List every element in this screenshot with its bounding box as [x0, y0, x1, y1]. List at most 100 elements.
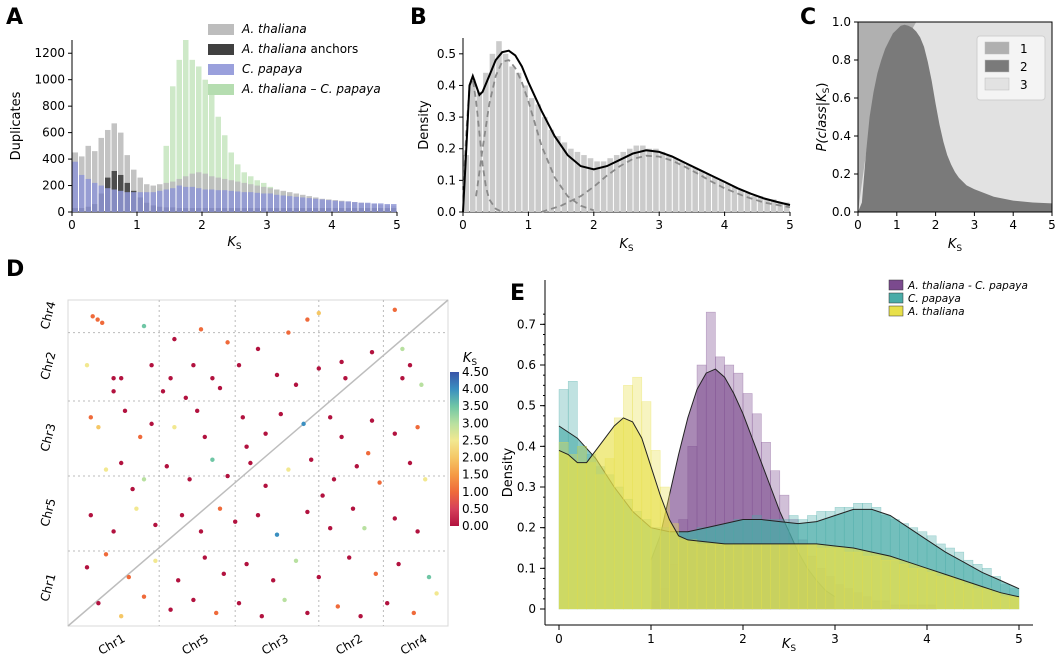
panel-a-y-tick-label: 0: [57, 205, 65, 219]
panel-e-x-tick-label: 2: [739, 632, 747, 646]
panel-c-y-tick-label: 0.6: [832, 91, 851, 105]
panel-c-legend-label: 1: [1020, 42, 1028, 56]
panel-d-point: [320, 493, 325, 498]
panel-d-point: [263, 431, 268, 436]
panel-d-point: [350, 506, 356, 511]
panel-d-point: [202, 555, 207, 560]
panel-a-y-tick-label: 1200: [34, 46, 65, 60]
panel-d-point: [217, 506, 223, 511]
panel-d-point: [366, 451, 371, 456]
panel-d-point: [179, 512, 185, 518]
panel-d-point: [103, 467, 109, 472]
panel-b-mixture-curve: [462, 49, 791, 213]
panel-a-legend-label: A. thaliana – C. papaya: [241, 82, 381, 96]
panel-b-bar: [725, 183, 731, 212]
panel-a-bar: [196, 188, 202, 212]
panel-b-bar: [555, 136, 561, 212]
panel-d-colorbar-tick: 0.50: [462, 502, 489, 516]
panel-a-bar: [300, 197, 306, 212]
panel-d-point: [141, 323, 147, 329]
panel-e-legend-label: C. papaya: [908, 293, 961, 305]
panel-c-y-label-main: P(class|K: [815, 92, 830, 152]
panel-b-bar: [757, 196, 764, 212]
panel-b-bar: [718, 180, 725, 212]
panel-d-point: [95, 317, 100, 322]
panel-a-bar: [202, 189, 208, 212]
panel-d-point: [96, 600, 101, 606]
panel-d-point: [244, 561, 249, 567]
panel-d-point: [126, 574, 131, 580]
panel-d-point: [347, 555, 352, 560]
panel-c-y-tick-label: 0.8: [832, 53, 851, 67]
panel-a-bar: [358, 202, 364, 212]
panel-a-bar: [85, 178, 91, 212]
panel-d-point: [282, 597, 287, 603]
panel-d-point: [255, 512, 261, 518]
panel-a-bar: [111, 123, 117, 212]
panel-a-bar: [72, 161, 78, 212]
panel-a-bar: [209, 92, 215, 212]
panel-d-point: [339, 359, 344, 365]
panel-b-bar: [744, 193, 751, 212]
panel-d-point: [263, 483, 268, 489]
panel-c-y-label: P(class|KS): [815, 83, 832, 152]
panel-a-bar: [196, 66, 202, 212]
panel-a-bar: [111, 189, 117, 212]
panel-d-point: [96, 424, 101, 430]
panel-c-x-label: KS: [948, 237, 963, 254]
panel-a-x-tick-label: 5: [393, 218, 401, 232]
panel-d-point: [90, 314, 95, 319]
panel-label-d: D: [6, 257, 24, 282]
panel-b-x-label-sub: S: [628, 244, 634, 254]
panel-a-bar: [371, 203, 377, 212]
panel-a-bar: [189, 59, 195, 212]
panel-e-y-tick-label: 0.3: [517, 480, 536, 494]
panel-c-legend-swatch: [984, 77, 1010, 91]
panel-c-y-tick-label: 0.4: [832, 129, 851, 143]
panel-d-point: [187, 477, 192, 482]
panel-d-colorbar-tick: 4.50: [462, 365, 489, 379]
panel-d-point: [274, 372, 280, 378]
panel-b-bar: [653, 148, 659, 212]
panel-d-point: [286, 330, 291, 335]
panel-d-y-chrom-label: Chr4: [38, 300, 59, 331]
panel-a-bar: [261, 193, 267, 212]
panel-c-legend-swatch: [984, 59, 1010, 73]
panel-a-x-tick-label: 4: [328, 218, 336, 232]
panel-a-bar: [79, 174, 85, 212]
panel-e-y-label: Density: [501, 447, 516, 497]
panel-e-y-tick-label: 0.7: [517, 317, 536, 331]
panel-d-point: [141, 594, 147, 599]
panel-d-point: [214, 610, 219, 616]
panel-b-y-tick-label: 0.3: [437, 110, 456, 124]
panel-a-bar: [137, 192, 143, 212]
panel-a-y-tick-label: 400: [42, 152, 65, 166]
panel-e-legend-label: A. thaliana - C. papaya: [907, 280, 1028, 292]
panel-d-point: [153, 522, 158, 528]
panel-d-x-chrom-label: Chr3: [259, 631, 291, 657]
panel-a-bar: [163, 189, 169, 212]
panel-d-point: [84, 565, 90, 570]
panel-d-point: [271, 578, 276, 583]
panel-b-bar: [672, 158, 679, 212]
panel-b-bar: [685, 164, 692, 212]
panel-c-x-tick-label: 1: [893, 218, 901, 232]
panel-d-point: [419, 382, 424, 387]
panel-a-bar: [352, 202, 358, 212]
panel-a-y-tick-label: 1000: [34, 73, 65, 87]
panel-d-point: [286, 467, 291, 472]
panel-d-point: [191, 363, 196, 368]
panel-d-point: [385, 600, 390, 606]
panel-d-point: [400, 346, 405, 352]
panel-d-colorbar-tick: 3.00: [462, 416, 489, 430]
panel-d-point: [373, 571, 378, 577]
panel-b-bar: [509, 66, 515, 213]
panel-b-bar: [600, 161, 607, 212]
panel-b-bar: [633, 145, 640, 212]
panel-d-point: [160, 389, 166, 394]
panel-d-point: [392, 307, 397, 312]
panel-a-bar: [319, 199, 325, 212]
panel-a-x-label-main: K: [227, 235, 237, 250]
panel-a-legend-swatch: [208, 24, 234, 35]
panel-c-y-tick-label: 0.0: [832, 205, 851, 219]
